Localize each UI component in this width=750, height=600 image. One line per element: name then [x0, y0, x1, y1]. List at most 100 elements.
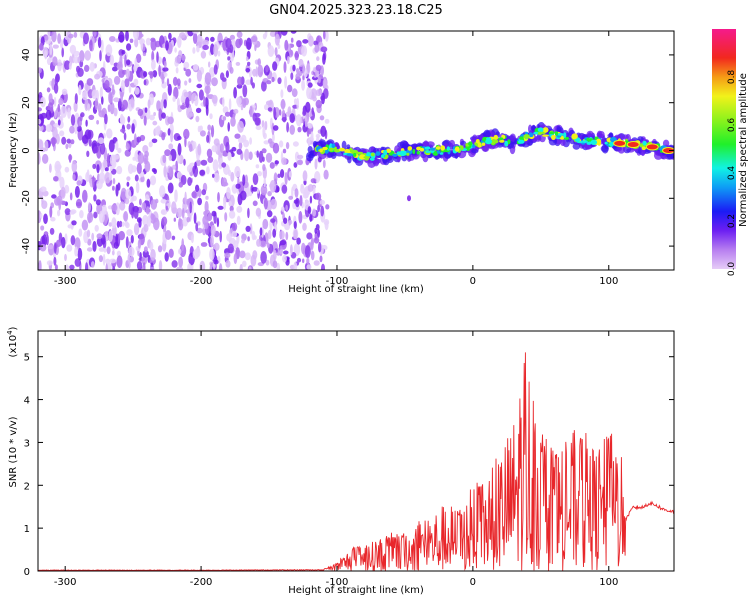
noise-speckle: [226, 187, 231, 200]
noise-speckle: [187, 263, 192, 270]
noise-speckle: [91, 89, 98, 100]
noise-speckle: [160, 99, 164, 111]
noise-speckle: [136, 261, 143, 270]
noise-speckle: [263, 197, 268, 210]
noise-speckle: [107, 104, 111, 113]
noise-speckle: [133, 133, 137, 146]
noise-speckle: [178, 50, 183, 59]
noise-speckle: [301, 45, 308, 57]
noise-speckle: [315, 89, 323, 97]
noise-speckle: [117, 182, 121, 191]
noise-speckle: [165, 205, 168, 211]
noise-speckle: [161, 73, 165, 85]
noise-speckle: [195, 222, 199, 232]
noise-speckle: [292, 64, 296, 72]
noise-speckle: [283, 250, 289, 255]
noise-speckle: [264, 120, 268, 131]
stray-blob: [407, 195, 411, 202]
noise-speckle: [53, 256, 57, 266]
noise-speckle: [145, 194, 150, 201]
y-tick-label: 0: [24, 567, 30, 578]
noise-speckle: [290, 31, 297, 34]
noise-speckle: [158, 64, 161, 77]
noise-speckle: [299, 195, 303, 207]
noise-speckle: [143, 79, 147, 86]
noise-speckle: [259, 240, 267, 248]
noise-speckle: [172, 96, 176, 102]
noise-speckle: [141, 255, 148, 265]
noise-speckle: [267, 229, 272, 240]
noise-speckle: [211, 94, 218, 104]
noise-speckle: [270, 198, 278, 210]
noise-speckle: [109, 54, 115, 66]
noise-speckle: [267, 191, 272, 197]
noise-speckle: [91, 232, 95, 241]
noise-speckle: [44, 35, 49, 41]
noise-speckle: [184, 80, 188, 86]
noise-speckle: [315, 64, 322, 72]
noise-speckle: [289, 124, 296, 135]
noise-speckle: [280, 169, 285, 178]
noise-speckle: [65, 143, 69, 150]
noise-speckle: [150, 37, 156, 42]
noise-speckle: [109, 165, 113, 172]
noise-speckle: [108, 91, 113, 104]
noise-speckle: [134, 57, 137, 69]
noise-speckle: [151, 59, 156, 71]
noise-speckle: [302, 222, 307, 231]
noise-speckle: [168, 166, 174, 177]
noise-speckle: [98, 210, 105, 224]
noise-speckle: [231, 146, 237, 152]
noise-speckle: [218, 263, 223, 270]
noise-speckle: [207, 156, 214, 164]
noise-speckle: [238, 141, 243, 150]
noise-speckle: [212, 173, 215, 178]
ridge-core: [363, 156, 371, 159]
noise-speckle: [209, 248, 215, 261]
noise-speckle: [235, 38, 242, 49]
noise-speckle: [280, 89, 284, 99]
noise-speckle: [163, 165, 167, 178]
noise-speckle: [298, 58, 304, 67]
noise-speckle: [195, 115, 200, 123]
spectrogram-image: [38, 31, 674, 270]
noise-speckle: [247, 61, 251, 66]
noise-speckle: [163, 60, 167, 68]
noise-speckle: [307, 123, 313, 129]
y-tick-label: 0: [21, 147, 32, 153]
noise-speckle: [240, 190, 247, 201]
ridge-halo: [548, 137, 558, 146]
noise-speckle: [302, 170, 308, 182]
noise-speckle: [202, 215, 209, 226]
noise-speckle: [105, 258, 111, 264]
noise-speckle: [254, 43, 257, 52]
noise-speckle: [293, 98, 298, 105]
noise-speckle: [79, 50, 85, 63]
ridge-halo: [534, 135, 542, 142]
ridge-core: [407, 146, 413, 151]
noise-speckle: [132, 31, 140, 40]
noise-speckle: [138, 218, 142, 228]
colorbar-label: Normalized spectral amplitude: [738, 73, 749, 227]
noise-speckle: [199, 169, 206, 176]
noise-speckle: [86, 247, 93, 252]
noise-speckle: [294, 50, 299, 61]
snr-scale-exponent: 4: [6, 330, 14, 335]
noise-speckle: [58, 97, 64, 106]
noise-speckle: [258, 150, 264, 163]
noise-speckle: [128, 202, 135, 215]
ridge-core: [435, 146, 441, 150]
noise-speckle: [70, 235, 76, 246]
noise-speckle: [255, 66, 258, 78]
noise-speckle: [150, 213, 154, 221]
noise-speckle: [321, 92, 325, 105]
noise-speckle: [265, 100, 273, 106]
noise-speckle: [255, 125, 262, 131]
noise-speckle: [208, 61, 211, 68]
noise-speckle: [286, 56, 290, 65]
ridge-core: [590, 139, 598, 145]
snr-scale-label: (x104): [6, 326, 19, 357]
figure-title: GN04.2025.323.23.18.C25: [269, 3, 443, 18]
ridge-core: [659, 147, 663, 151]
snr-series-line: [38, 352, 674, 571]
